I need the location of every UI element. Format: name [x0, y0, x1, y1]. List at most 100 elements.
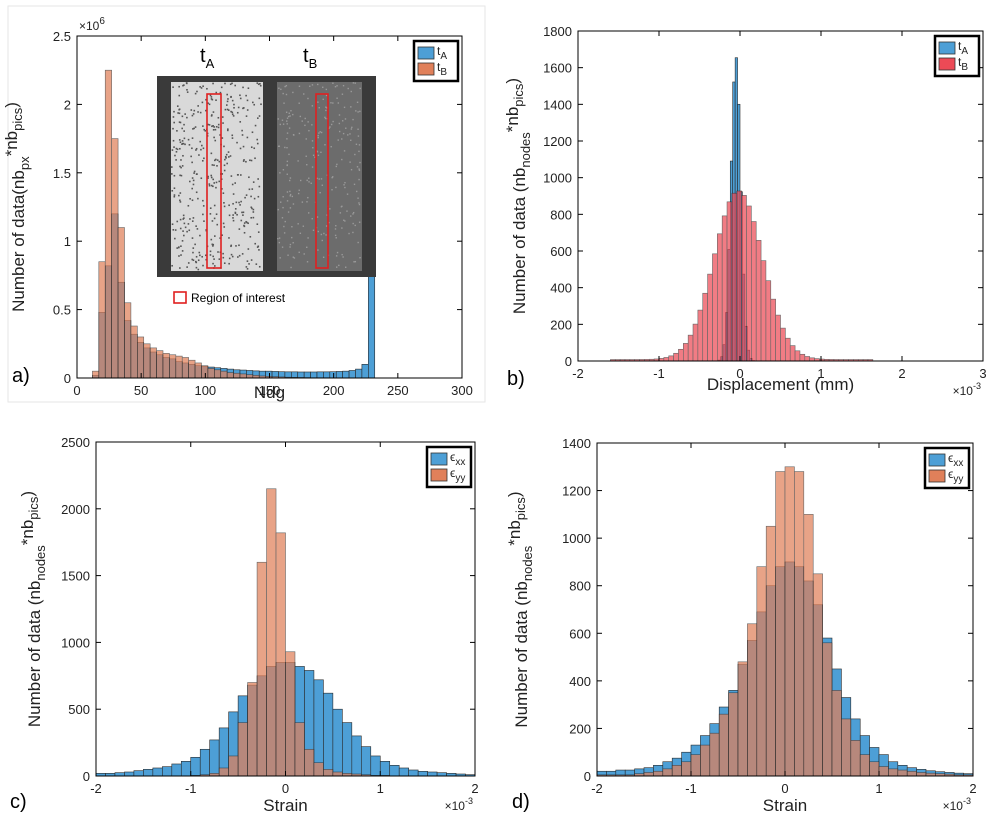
speckle-dot: [341, 253, 343, 256]
speckle-dot: [216, 223, 219, 226]
histogram-bar: [117, 227, 125, 379]
histogram-bar: [408, 769, 419, 777]
speckle-dot: [172, 229, 175, 231]
y-tick-label: 1000: [562, 531, 591, 546]
speckle-dot: [173, 187, 176, 190]
speckle-dot: [227, 98, 229, 100]
histogram-bar: [190, 756, 201, 777]
y-axis-label: Number of data (nbnodes*nbpics): [18, 491, 48, 727]
speckle-dot: [223, 262, 226, 265]
speckle-dot: [207, 177, 209, 179]
histogram-bar: [199, 748, 211, 777]
speckle-dot: [325, 109, 327, 112]
speckle-dot: [227, 128, 229, 130]
legend-main: t: [437, 44, 441, 58]
speckle-dot: [304, 117, 306, 120]
speckle-dot: [242, 160, 245, 162]
speckle-dot: [191, 220, 194, 222]
y-tick-label: 0: [64, 371, 71, 386]
speckle-dot: [230, 110, 232, 113]
speckle-dot: [235, 201, 238, 204]
histogram-bar: [220, 370, 228, 379]
speckle-dot: [303, 253, 305, 255]
speckle-dot: [282, 206, 284, 209]
histogram-bar: [794, 350, 801, 362]
speckle-dot: [305, 138, 307, 140]
speckle-dot: [259, 84, 262, 87]
speckle-dot: [213, 136, 215, 139]
speckle-dot: [324, 116, 326, 119]
multiplier-base: ×10: [445, 799, 466, 813]
speckle-dot: [291, 195, 294, 198]
speckle-dot: [190, 109, 193, 111]
speckle-dot: [231, 134, 234, 137]
speckle-dot: [192, 251, 194, 254]
speckle-dot: [331, 176, 333, 179]
histogram-bar: [731, 192, 738, 362]
speckle-dot: [352, 82, 355, 84]
speckle-dot: [202, 125, 204, 127]
x-tick-label: 1: [377, 781, 384, 796]
speckle-dot: [254, 157, 256, 160]
speckle-dot: [196, 90, 198, 93]
ylabel-mid: *nb: [18, 520, 37, 546]
speckle-dot: [301, 120, 303, 122]
speckle-dot: [297, 223, 299, 225]
speckle-dot: [306, 246, 308, 249]
speckle-dot: [179, 267, 181, 269]
ylabel-subscript-2: pics: [26, 496, 41, 520]
speckle-dot: [227, 151, 230, 153]
speckle-dot: [358, 221, 361, 223]
speckle-dot: [279, 123, 282, 126]
histogram-bar: [379, 761, 391, 777]
y-tick-label: 200: [550, 317, 572, 332]
speckle-dot: [243, 159, 245, 161]
histogram-bar: [214, 369, 222, 379]
speckle-dot: [245, 220, 247, 223]
speckle-dot: [358, 178, 360, 181]
y-tick-label: 400: [550, 281, 572, 296]
x-multiplier: ×10-3: [445, 796, 473, 813]
speckle-dot: [182, 154, 184, 157]
legend-swatch: [430, 468, 448, 482]
speckle-dot: [258, 265, 261, 268]
speckle-dot: [332, 120, 334, 123]
speckle-dot: [291, 226, 293, 228]
inset-specimen-b: [277, 82, 362, 271]
speckle-dot: [238, 244, 240, 247]
speckle-dot: [253, 197, 256, 200]
speckle-dot: [186, 88, 188, 91]
speckle-dot: [352, 222, 354, 225]
histogram-bar: [285, 651, 296, 777]
histogram-bar: [130, 325, 138, 379]
speckle-dot: [246, 268, 249, 270]
speckle-dot: [224, 158, 226, 161]
legend-label: tA: [958, 39, 968, 57]
speckle-dot: [299, 115, 302, 118]
speckle-dot: [344, 220, 346, 222]
speckle-dot: [278, 145, 281, 147]
speckle-dot: [197, 259, 200, 262]
speckle-dot: [205, 109, 207, 112]
speckle-dot: [286, 138, 288, 140]
speckle-dot: [308, 177, 310, 179]
speckle-dot: [282, 196, 284, 198]
speckle-dot: [213, 204, 216, 207]
speckle-dot: [183, 222, 186, 225]
speckle-dot: [193, 109, 196, 112]
x-tick-label: -1: [685, 781, 697, 796]
speckle-dot: [321, 239, 323, 242]
speckle-dot: [338, 114, 341, 116]
speckle-dot: [222, 256, 225, 259]
speckle-dot: [223, 205, 226, 208]
speckle-dot: [182, 142, 185, 145]
speckle-dot: [232, 214, 234, 216]
histogram-bar: [303, 371, 311, 379]
speckle-dot: [243, 225, 246, 228]
speckle-dot: [242, 145, 245, 148]
x-tick-label: -1: [653, 366, 665, 381]
speckle-dot: [211, 220, 214, 222]
x-tick-label: 0: [73, 383, 80, 398]
histogram-bar: [916, 772, 927, 777]
